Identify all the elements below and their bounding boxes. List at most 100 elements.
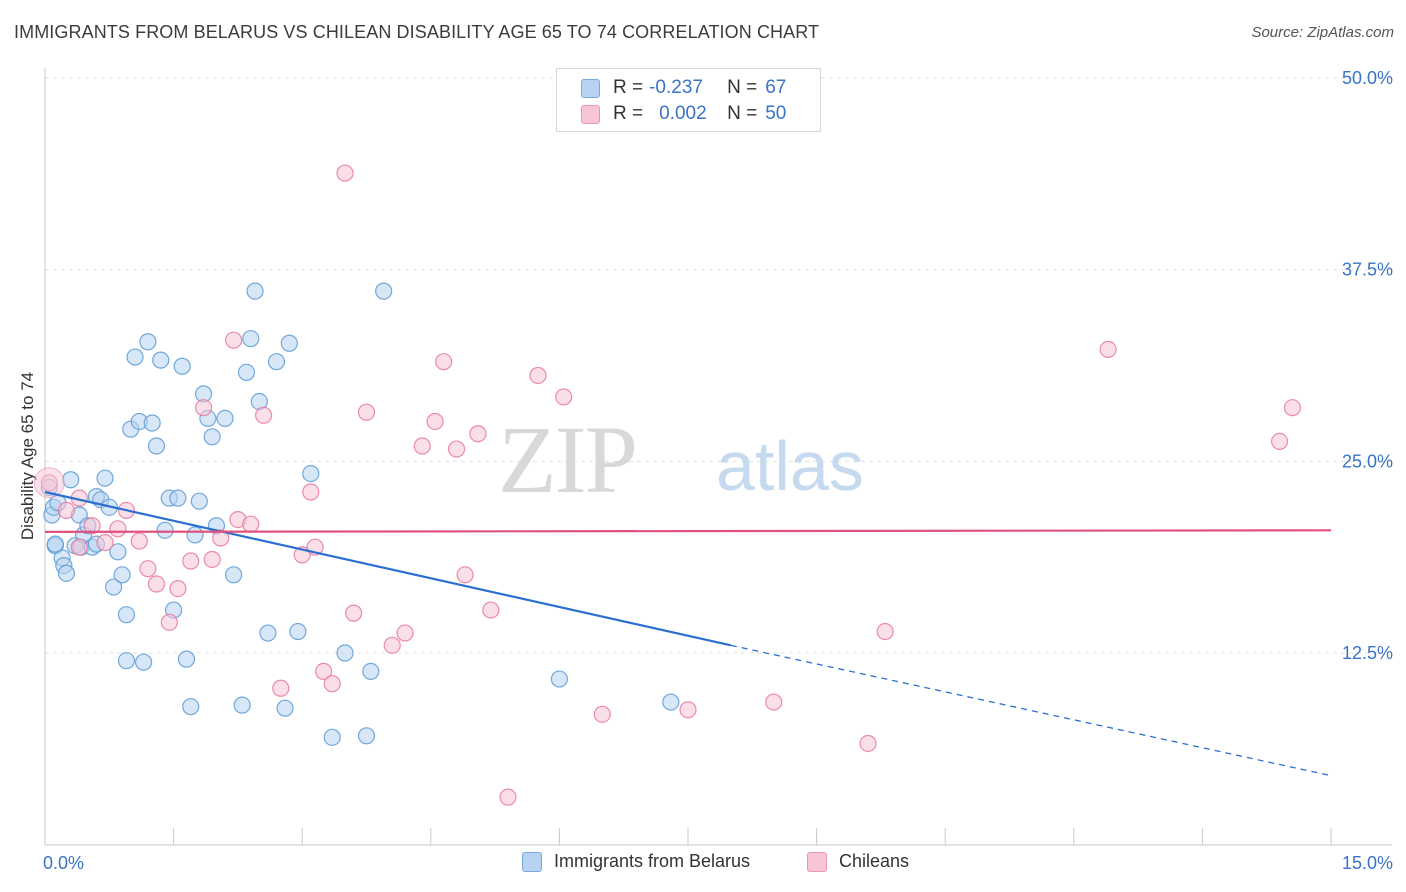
belarus-data-point bbox=[276, 699, 294, 717]
chileans-data-point bbox=[447, 440, 466, 458]
chileans-data-point bbox=[57, 501, 76, 519]
axes bbox=[44, 68, 1392, 846]
belarus-data-point bbox=[147, 437, 166, 455]
chileans-data-point bbox=[413, 437, 431, 455]
series-legend-belarus[interactable]: Immigrants from Belarus bbox=[522, 851, 750, 872]
legend-n-value: 67 bbox=[765, 77, 787, 98]
chileans-data-point bbox=[345, 604, 363, 622]
legend-r-value: -0.237 bbox=[649, 77, 703, 98]
belarus-data-point bbox=[267, 353, 286, 371]
chileans-data-point bbox=[426, 412, 444, 431]
chileans-data-point bbox=[529, 366, 547, 385]
chileans-data-point bbox=[469, 425, 487, 443]
belarus-data-point bbox=[117, 606, 136, 624]
legend-swatch-chileans bbox=[581, 104, 600, 124]
belarus-data-point bbox=[237, 363, 256, 381]
belarus-data-point bbox=[139, 333, 157, 351]
chart-title: IMMIGRANTS FROM BELARUS VS CHILEAN DISAB… bbox=[14, 22, 820, 42]
belarus-data-point bbox=[336, 644, 354, 662]
chileans-data-point bbox=[876, 622, 894, 641]
belarus-data-point bbox=[62, 471, 80, 489]
belarus-data-point bbox=[242, 330, 260, 348]
belarus-data-point bbox=[134, 653, 153, 671]
belarus-data-point bbox=[109, 543, 127, 561]
x-tick-label-max: 15.0% bbox=[1342, 853, 1393, 873]
series-label-belarus: Immigrants from Belarus bbox=[554, 851, 751, 871]
chileans-data-point bbox=[272, 679, 290, 697]
belarus-data-point bbox=[143, 414, 161, 432]
legend-r-label: R = bbox=[613, 103, 644, 124]
chileans-data-point bbox=[1099, 340, 1117, 358]
series-swatch-chileans bbox=[807, 851, 827, 872]
chileans-data-point bbox=[255, 406, 273, 424]
chileans-data-point bbox=[70, 538, 88, 556]
tick-labels: 12.5% 25.0% 37.5% 50.0% 0.0% 15.0% bbox=[43, 68, 1393, 873]
chileans-data-point bbox=[242, 515, 260, 533]
belarus-data-point bbox=[246, 282, 264, 300]
belarus-trend-line bbox=[44, 490, 732, 647]
chileans-data-point bbox=[139, 560, 157, 578]
chileans-data-point bbox=[456, 566, 474, 584]
chileans-data-point bbox=[130, 532, 148, 550]
belarus-data-point bbox=[96, 469, 114, 487]
belarus-trend-extension bbox=[730, 644, 1332, 777]
chileans-data-point bbox=[555, 388, 573, 406]
belarus-data-point bbox=[173, 357, 191, 375]
chileans-data-point bbox=[195, 399, 213, 417]
legend-n-label: N = bbox=[727, 103, 758, 124]
belarus-data-point bbox=[169, 489, 187, 507]
chileans-data-point bbox=[182, 552, 200, 570]
chileans-data-point bbox=[765, 693, 783, 711]
grid-lines bbox=[45, 77, 1392, 654]
belarus-data-point bbox=[550, 670, 569, 688]
legend-r-value: 0.002 bbox=[659, 103, 707, 124]
chileans-data-point bbox=[336, 164, 354, 182]
chileans-data-point bbox=[396, 624, 414, 642]
chileans-data-point bbox=[212, 529, 230, 547]
chileans-cluster-point bbox=[33, 467, 65, 499]
chileans-data-point bbox=[323, 675, 341, 693]
belarus-data-point bbox=[104, 578, 123, 596]
source-note: Source: ZipAtlas.com bbox=[1251, 24, 1394, 41]
chileans-data-point bbox=[96, 533, 114, 552]
series-legend-chileans[interactable]: Chileans bbox=[807, 851, 909, 872]
chileans-data-point bbox=[315, 662, 333, 681]
chileans-data-point bbox=[225, 331, 243, 349]
chileans-data-point bbox=[302, 483, 320, 501]
belarus-data-point bbox=[156, 521, 174, 539]
legend-row-chileans: R = 0.002 N = 50 bbox=[581, 103, 786, 125]
chileans-data-point bbox=[160, 613, 178, 631]
chileans-trend-line bbox=[44, 529, 1332, 533]
belarus-data-point bbox=[280, 334, 298, 352]
belarus-data-point bbox=[186, 526, 204, 544]
chileans-data-point bbox=[1270, 432, 1289, 450]
belarus-data-point bbox=[289, 622, 307, 641]
y-tick-label: 50.0% bbox=[1342, 68, 1393, 88]
y-tick-label: 12.5% bbox=[1342, 643, 1393, 663]
series-legend: Immigrants from Belarus Chileans bbox=[0, 851, 1406, 877]
y-tick-label: 25.0% bbox=[1342, 451, 1393, 471]
chileans-data-point bbox=[482, 601, 500, 619]
chileans-data-point bbox=[679, 701, 697, 719]
watermark: ZIP atlas bbox=[498, 406, 864, 513]
chileans-data-point bbox=[147, 575, 166, 593]
series-swatch-belarus bbox=[522, 851, 542, 872]
chileans-data-point bbox=[435, 353, 453, 371]
y-tick-label: 37.5% bbox=[1342, 260, 1393, 280]
belarus-data-point bbox=[190, 492, 208, 510]
watermark-atlas: atlas bbox=[716, 427, 864, 505]
chileans-data-point bbox=[203, 550, 221, 569]
belarus-data-point bbox=[362, 662, 380, 681]
legend-swatch-belarus bbox=[581, 78, 600, 98]
x-tick-label-min: 0.0% bbox=[43, 853, 84, 873]
belarus-data-point bbox=[375, 282, 393, 300]
chileans-data-point bbox=[499, 788, 517, 806]
belarus-data-point bbox=[152, 351, 170, 369]
chileans-data-point bbox=[169, 579, 187, 598]
legend-row-belarus: R = -0.237 N = 67 bbox=[581, 77, 786, 99]
belarus-data-point bbox=[117, 652, 136, 670]
belarus-data-point bbox=[126, 348, 144, 366]
belarus-data-point bbox=[46, 535, 64, 553]
chileans-data-point bbox=[859, 734, 877, 753]
